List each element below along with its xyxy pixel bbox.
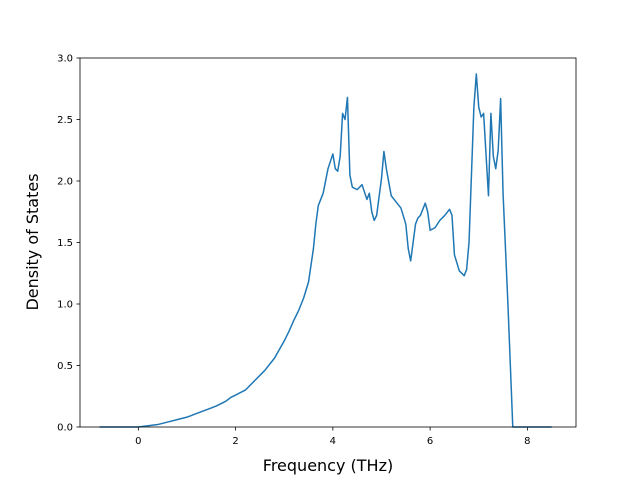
y-tick-label: 0.5 xyxy=(57,361,73,372)
plot-area xyxy=(80,58,576,427)
x-axis-ticks: 0 2 4 6 8 xyxy=(135,427,531,447)
dos-series-line xyxy=(99,73,552,428)
y-axis-ticks: 0.0 0.5 1.0 1.5 2.0 2.5 3.0 xyxy=(57,54,80,434)
y-tick-label: 2.5 xyxy=(57,115,73,126)
y-axis-label: Density of States xyxy=(23,173,42,310)
x-tick-label: 2 xyxy=(232,436,238,447)
plot-frame xyxy=(79,57,577,428)
y-tick-label: 1.5 xyxy=(57,238,73,249)
x-tick-label: 8 xyxy=(524,436,530,447)
y-tick-label: 3.0 xyxy=(57,54,73,65)
x-axis-label: Frequency (THz) xyxy=(263,456,393,475)
y-tick-label: 0.0 xyxy=(57,423,73,434)
y-tick-label: 1.0 xyxy=(57,300,73,311)
y-tick-label: 2.0 xyxy=(57,177,73,188)
x-tick-label: 4 xyxy=(330,436,336,447)
x-tick-label: 6 xyxy=(427,436,433,447)
x-tick-label: 0 xyxy=(135,436,141,447)
